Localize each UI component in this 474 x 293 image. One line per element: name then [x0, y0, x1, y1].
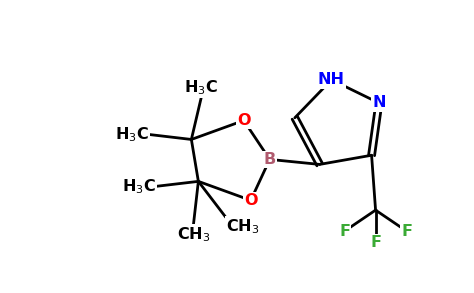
Text: O: O: [244, 193, 257, 208]
Text: H$_3$C: H$_3$C: [115, 125, 149, 144]
Text: H$_3$C: H$_3$C: [184, 78, 218, 97]
Text: N: N: [372, 96, 386, 110]
Text: H$_3$C: H$_3$C: [122, 177, 156, 196]
Text: NH: NH: [318, 72, 345, 87]
Text: F: F: [370, 235, 381, 250]
Text: CH$_3$: CH$_3$: [226, 217, 259, 236]
Text: F: F: [339, 224, 350, 239]
Text: B: B: [264, 152, 276, 167]
Text: O: O: [237, 113, 251, 128]
Text: CH$_3$: CH$_3$: [177, 225, 210, 244]
Text: F: F: [401, 224, 412, 239]
